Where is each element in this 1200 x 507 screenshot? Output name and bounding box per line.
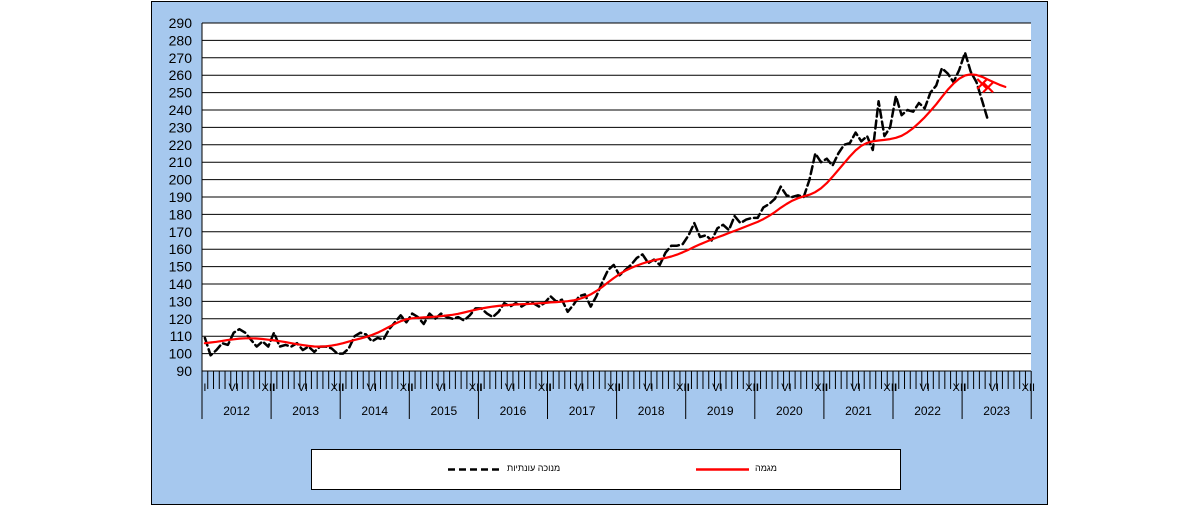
- x-month-label: VI: [574, 382, 584, 394]
- y-tick-label: 190: [169, 189, 193, 205]
- x-year-label: 2016: [500, 404, 527, 418]
- x-month-label: VI: [989, 382, 999, 394]
- x-month-label: I: [480, 382, 483, 394]
- x-month-label: XII: [883, 382, 896, 394]
- y-tick-label: 280: [169, 32, 193, 48]
- y-tick-label: 120: [169, 311, 193, 327]
- x-month-label: VI: [850, 382, 860, 394]
- y-tick-label: 210: [169, 154, 193, 170]
- y-tick-label: 90: [176, 363, 192, 379]
- x-month-label: VI: [228, 382, 238, 394]
- x-month-label: XII: [607, 382, 620, 394]
- x-year-label: 2017: [569, 404, 596, 418]
- x-year-label: 2023: [983, 404, 1010, 418]
- x-month-label: I: [963, 382, 966, 394]
- x-month-label: I: [411, 382, 414, 394]
- estimate-marker-stroke: [976, 78, 989, 90]
- gridlines: [202, 22, 1031, 372]
- y-tick-label: 140: [169, 276, 193, 292]
- x-year-label: 2012: [223, 404, 250, 418]
- y-tick-label: 290: [169, 15, 193, 31]
- x-month-label: I: [756, 382, 759, 394]
- y-tick-label: 100: [169, 346, 193, 362]
- series-line-seasonally-adjusted: [203, 51, 990, 357]
- x-month-label: XII: [676, 382, 689, 394]
- x-month-label: VI: [643, 382, 653, 394]
- x-month-label: XII: [952, 382, 965, 394]
- y-tick-label: 110: [170, 328, 193, 344]
- y-tick-label: 230: [169, 119, 193, 135]
- x-year-label: 2019: [707, 404, 734, 418]
- x-month-label: I: [203, 382, 206, 394]
- estimate-marker: [976, 78, 989, 90]
- estimate-marker-stroke: [982, 81, 994, 94]
- y-tick-label: 250: [169, 85, 193, 101]
- x-month-label: VI: [712, 382, 722, 394]
- x-month-label: XII: [745, 382, 758, 394]
- legend: מנוכה עונתיות מגמה: [311, 449, 901, 490]
- legend-label-trend: מגמה: [755, 463, 777, 473]
- x-month-label: I: [342, 382, 345, 394]
- x-year-label: 2015: [430, 404, 457, 418]
- x-month-label: VI: [367, 382, 377, 394]
- y-tick-label: 240: [169, 102, 193, 118]
- x-month-label: VI: [298, 382, 308, 394]
- x-month-label: XII: [261, 382, 274, 394]
- y-tick-label: 180: [169, 206, 193, 222]
- x-year-label: 2021: [845, 404, 872, 418]
- x-month-label: XII: [469, 382, 482, 394]
- x-year-label: 2018: [638, 404, 665, 418]
- x-month-label: VI: [505, 382, 515, 394]
- x-month-label: XII: [331, 382, 344, 394]
- x-month-label: XII: [538, 382, 551, 394]
- y-tick-label: 200: [169, 172, 193, 188]
- y-tick-label: 130: [169, 293, 193, 309]
- y-tick-label: 220: [169, 137, 193, 153]
- x-year-label: 2013: [292, 404, 319, 418]
- estimate-marker: [982, 81, 994, 94]
- x-month-label: XII: [1022, 382, 1035, 394]
- x-month-label: XII: [400, 382, 413, 394]
- x-year-label: 2022: [914, 404, 941, 418]
- y-tick-label: 170: [169, 224, 193, 240]
- x-month-label: XII: [814, 382, 827, 394]
- y-tick-label: 160: [169, 241, 193, 257]
- series-lines: [203, 51, 1007, 357]
- x-month-label: VI: [436, 382, 446, 394]
- x-month-label: I: [894, 382, 897, 394]
- x-month-label: VI: [919, 382, 929, 394]
- x-month-label: VI: [781, 382, 791, 394]
- x-month-label: I: [687, 382, 690, 394]
- x-year-label: 2020: [776, 404, 803, 418]
- x-month-label: I: [549, 382, 552, 394]
- y-tick-label: 260: [169, 67, 193, 83]
- legend-label-seasonally-adjusted: מנוכה עונתיות: [507, 463, 561, 473]
- y-tick-label: 270: [169, 50, 193, 66]
- x-month-label: I: [272, 382, 275, 394]
- x-month-label: I: [825, 382, 828, 394]
- series-line-trend: [203, 73, 1007, 348]
- y-tick-label: 150: [169, 259, 193, 275]
- x-year-label: 2014: [361, 404, 388, 418]
- x-month-label: I: [618, 382, 621, 394]
